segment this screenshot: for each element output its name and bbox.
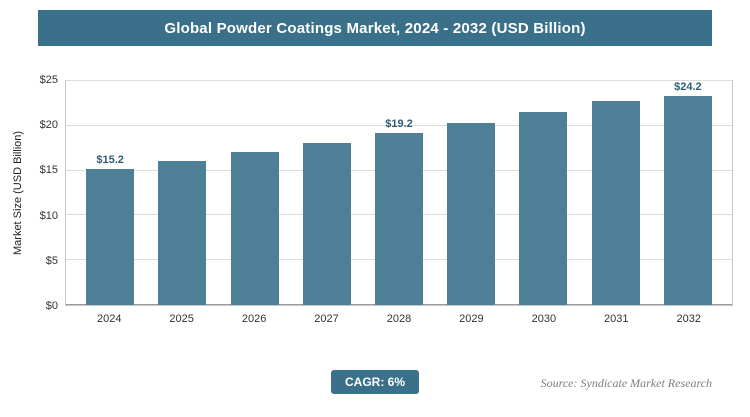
bar-group	[158, 81, 207, 305]
bar	[302, 142, 351, 305]
y-tick-label: $5	[45, 254, 58, 267]
cagr-badge: CAGR: 6%	[330, 370, 420, 394]
x-tick-label: 2028	[386, 313, 412, 325]
y-tick-label: $15	[39, 164, 58, 177]
x-tick-label: 2030	[531, 313, 557, 325]
bar-group	[230, 81, 279, 305]
bar	[86, 168, 135, 305]
y-tick-label: $0	[45, 300, 58, 312]
x-tick-label: 2029	[459, 313, 484, 325]
x-axis-ticks: 2024 2025 2026 2027 2028 2029 2030 2031 2032	[65, 313, 733, 325]
bar	[591, 100, 640, 305]
bar-group	[302, 81, 351, 305]
gridline	[66, 80, 732, 81]
bar	[519, 112, 568, 305]
x-tick-label: 2026	[241, 313, 267, 325]
x-tick-label: 2025	[169, 313, 194, 325]
y-axis-ticks: $0 $5 $10 $15 $20 $25	[18, 74, 58, 312]
bar	[230, 151, 279, 305]
bar-group	[591, 81, 640, 305]
bar-value-label: $15.2	[96, 153, 124, 166]
y-tick-label: $10	[39, 209, 58, 222]
bar	[447, 123, 496, 305]
chart-title: Global Powder Coatings Market, 2024 - 20…	[38, 10, 712, 46]
bar	[374, 132, 423, 305]
gridline	[66, 124, 732, 126]
bar-group: $19.2	[374, 81, 423, 305]
bar-group: $24.2	[663, 81, 712, 305]
plot-area: $15.2 $19.2 $24.2	[65, 80, 733, 306]
chart: $0 $5 $10 $15 $20 $25 $15.2 $19.2 $24.2	[40, 74, 733, 312]
bar-value-label: $24.2	[674, 81, 702, 93]
x-tick-label: 2027	[314, 313, 339, 325]
bar-group: $15.2	[86, 81, 135, 305]
bar-group	[519, 81, 568, 305]
bar-group	[447, 81, 496, 305]
y-tick-label: $25	[39, 74, 58, 86]
source-credit: Source: Syndicate Market Research	[540, 376, 712, 390]
x-tick-label: 2024	[96, 313, 122, 325]
y-tick-label: $20	[39, 119, 58, 132]
bars-container: $15.2 $19.2 $24.2	[66, 81, 732, 305]
bar-value-label: $19.2	[385, 117, 413, 130]
bar	[158, 160, 207, 305]
bar	[663, 96, 712, 305]
x-tick-label: 2032	[676, 313, 701, 325]
x-tick-label: 2031	[604, 313, 629, 325]
